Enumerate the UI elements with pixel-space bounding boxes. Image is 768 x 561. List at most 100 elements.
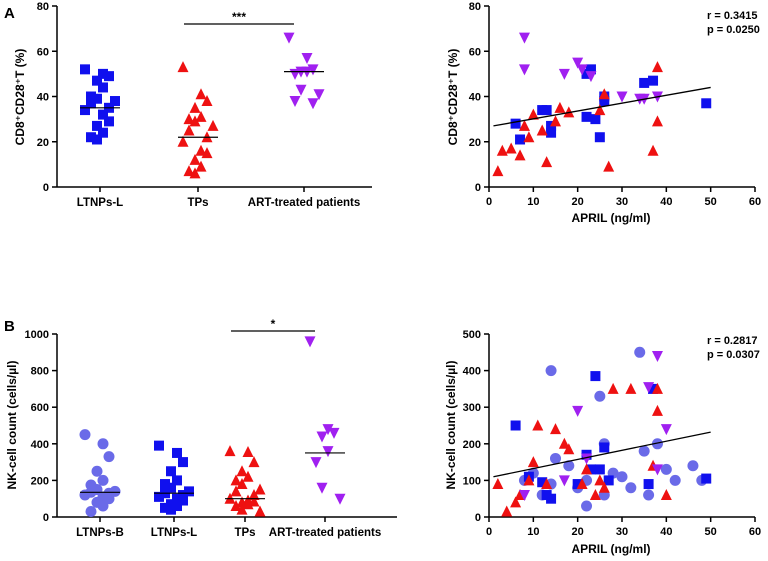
x-tick-label: 60 [749,526,761,538]
data-point [154,491,164,502]
data-point [103,493,115,505]
data-point [541,156,553,168]
data-point [546,127,557,138]
stat-r: r = 0.2817 [707,335,757,347]
data-point [97,438,109,450]
data-point [224,445,236,457]
data-point [172,493,182,504]
data-point [248,489,260,501]
data-point [248,456,260,468]
y-tick-label: 20 [469,137,481,149]
data-point [651,438,663,450]
data-point [310,457,322,469]
data-point [283,32,295,44]
category-label: TPs [187,197,208,209]
data-point [634,93,646,105]
data-point [510,118,521,129]
data-point [643,479,654,490]
y-tick-label: 500 [463,329,481,341]
data-point [581,453,593,465]
data-point [572,479,583,490]
data-point [97,500,109,512]
data-point [92,75,102,86]
data-point [585,71,597,83]
data-point [177,135,189,147]
stat-p: p = 0.0250 [707,24,760,36]
data-point [86,91,96,102]
data-point [104,116,114,127]
data-point [492,165,504,177]
data-point [651,464,663,476]
data-point [594,390,606,402]
data-point [550,452,561,464]
data-point [518,64,530,76]
data-point [599,442,610,453]
series-tps [177,61,219,179]
y-tick-label: 40 [37,92,49,104]
category-label: LTNPs-L [151,527,197,539]
stat-r: r = 0.3415 [707,10,757,22]
data-point [98,127,108,138]
data-point [178,495,188,506]
data-point [643,382,655,394]
category-label: TPs [234,527,255,539]
data-point [183,124,195,136]
data-point [230,500,242,512]
data-point [594,132,605,143]
data-point [651,61,663,73]
y-tick-label: 60 [37,46,49,58]
data-point [634,346,646,358]
data-point [669,474,681,486]
data-point [254,483,266,495]
data-point [563,443,575,455]
x-axis-title: APRIL (ng/ml) [571,542,650,556]
y-tick-label: 0 [43,182,49,194]
category-label: ART-treated patients [269,527,381,539]
x-tick-label: 0 [486,196,492,208]
data-point [183,165,195,177]
data-point [537,477,548,488]
x-tick-label: 50 [705,526,717,538]
panel-a-left-chart: A CD8⁺CD28⁺T (%) 0 20 40 60 80 LTNPs-L TPs ART-… [4,1,372,209]
x-tick-label: 10 [527,196,539,208]
data-point [510,496,522,508]
y-tick-label: 400 [31,439,49,451]
series-art-treated-patients [518,32,663,105]
data-point [172,475,182,486]
data-point [80,105,90,116]
data-point [242,470,254,482]
panel-a-right-chart: CD8⁺CD28⁺T (%) APRIL (ng/ml) r = 0.3415 … [446,1,761,225]
data-point [177,61,189,73]
data-point [505,142,517,154]
data-point [178,457,188,468]
data-point [701,98,712,109]
data-point [172,447,182,458]
data-point [616,471,628,483]
data-point [86,98,96,109]
data-point [581,463,593,475]
data-point [572,57,584,69]
data-point [92,120,102,131]
y-axis-title: CD8⁺CD28⁺T (%) [13,49,27,146]
data-point [160,502,170,513]
data-point [189,153,201,165]
data-point [230,485,242,497]
data-point [660,424,672,436]
x-axis-title: APRIL (ng/ml) [571,211,650,225]
x-tick-label: 60 [749,196,761,208]
y-tick-label: 200 [31,475,49,487]
y-tick-label: 80 [469,1,481,13]
data-point [647,144,659,156]
data-point [589,489,601,501]
data-point [307,98,319,110]
data-point [301,53,313,65]
data-point [581,111,592,122]
significance-label: *** [232,10,246,24]
data-point [98,82,108,93]
data-point [254,505,266,517]
data-point [334,493,346,505]
data-point [590,114,601,125]
data-point [701,473,712,484]
data-point [651,350,663,362]
x-tick-label: 20 [572,526,584,538]
